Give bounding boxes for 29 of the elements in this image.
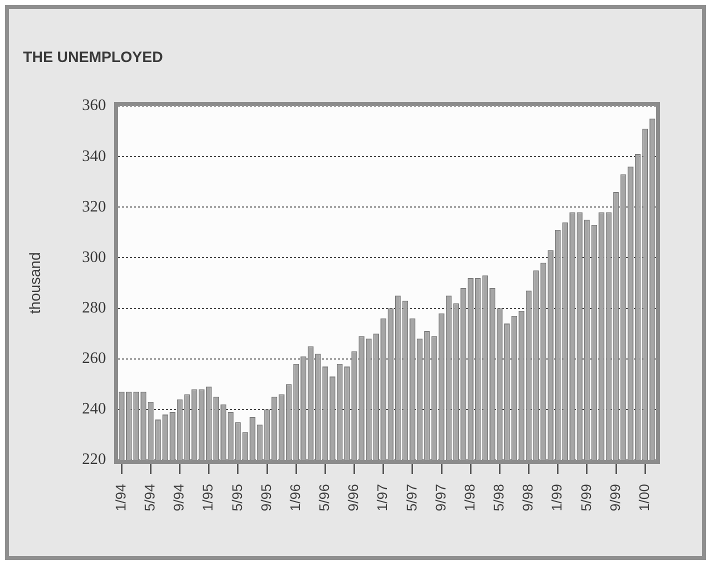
x-tick-label: 9/94 (170, 484, 187, 512)
x-tick-label: 5/97 (403, 484, 420, 512)
x-tick-label: 9/98 (520, 484, 536, 512)
x-tick-label: 1/96 (286, 484, 303, 512)
chart-title: THE UNEMPLOYED (23, 49, 164, 66)
y-tick-label: 300 (82, 248, 106, 266)
y-tick-label: 360 (82, 97, 106, 114)
x-tick-label: 9/96 (345, 484, 362, 512)
x-tick-label: 9/95 (258, 484, 274, 512)
x-tick-label: 5/96 (316, 484, 332, 512)
x-tick-label: 1/00 (636, 484, 652, 512)
x-tick-label: 9/99 (606, 484, 623, 512)
x-tick-label: 5/94 (142, 484, 158, 512)
x-tick-label: 9/97 (432, 484, 448, 512)
y-tick-label: 240 (82, 400, 106, 418)
y-tick-label: 280 (82, 299, 106, 316)
y-tick-label: 260 (82, 350, 106, 368)
x-tick-label: 1/98 (461, 484, 478, 512)
x-tick-label: 5/99 (578, 484, 594, 512)
y-tick-label: 220 (82, 451, 106, 468)
y-axis-title: thousand (27, 252, 44, 314)
x-tick-label: 5/98 (490, 484, 507, 512)
x-tick-label: 1/97 (374, 484, 390, 512)
y-tick-label: 340 (82, 148, 106, 165)
x-tick-label: 1/94 (112, 484, 128, 512)
y-tick-label: 320 (82, 198, 106, 216)
x-tick-label: 1/99 (548, 484, 565, 512)
x-tick-label: 1/95 (200, 484, 216, 512)
x-tick-label: 5/95 (228, 484, 245, 512)
